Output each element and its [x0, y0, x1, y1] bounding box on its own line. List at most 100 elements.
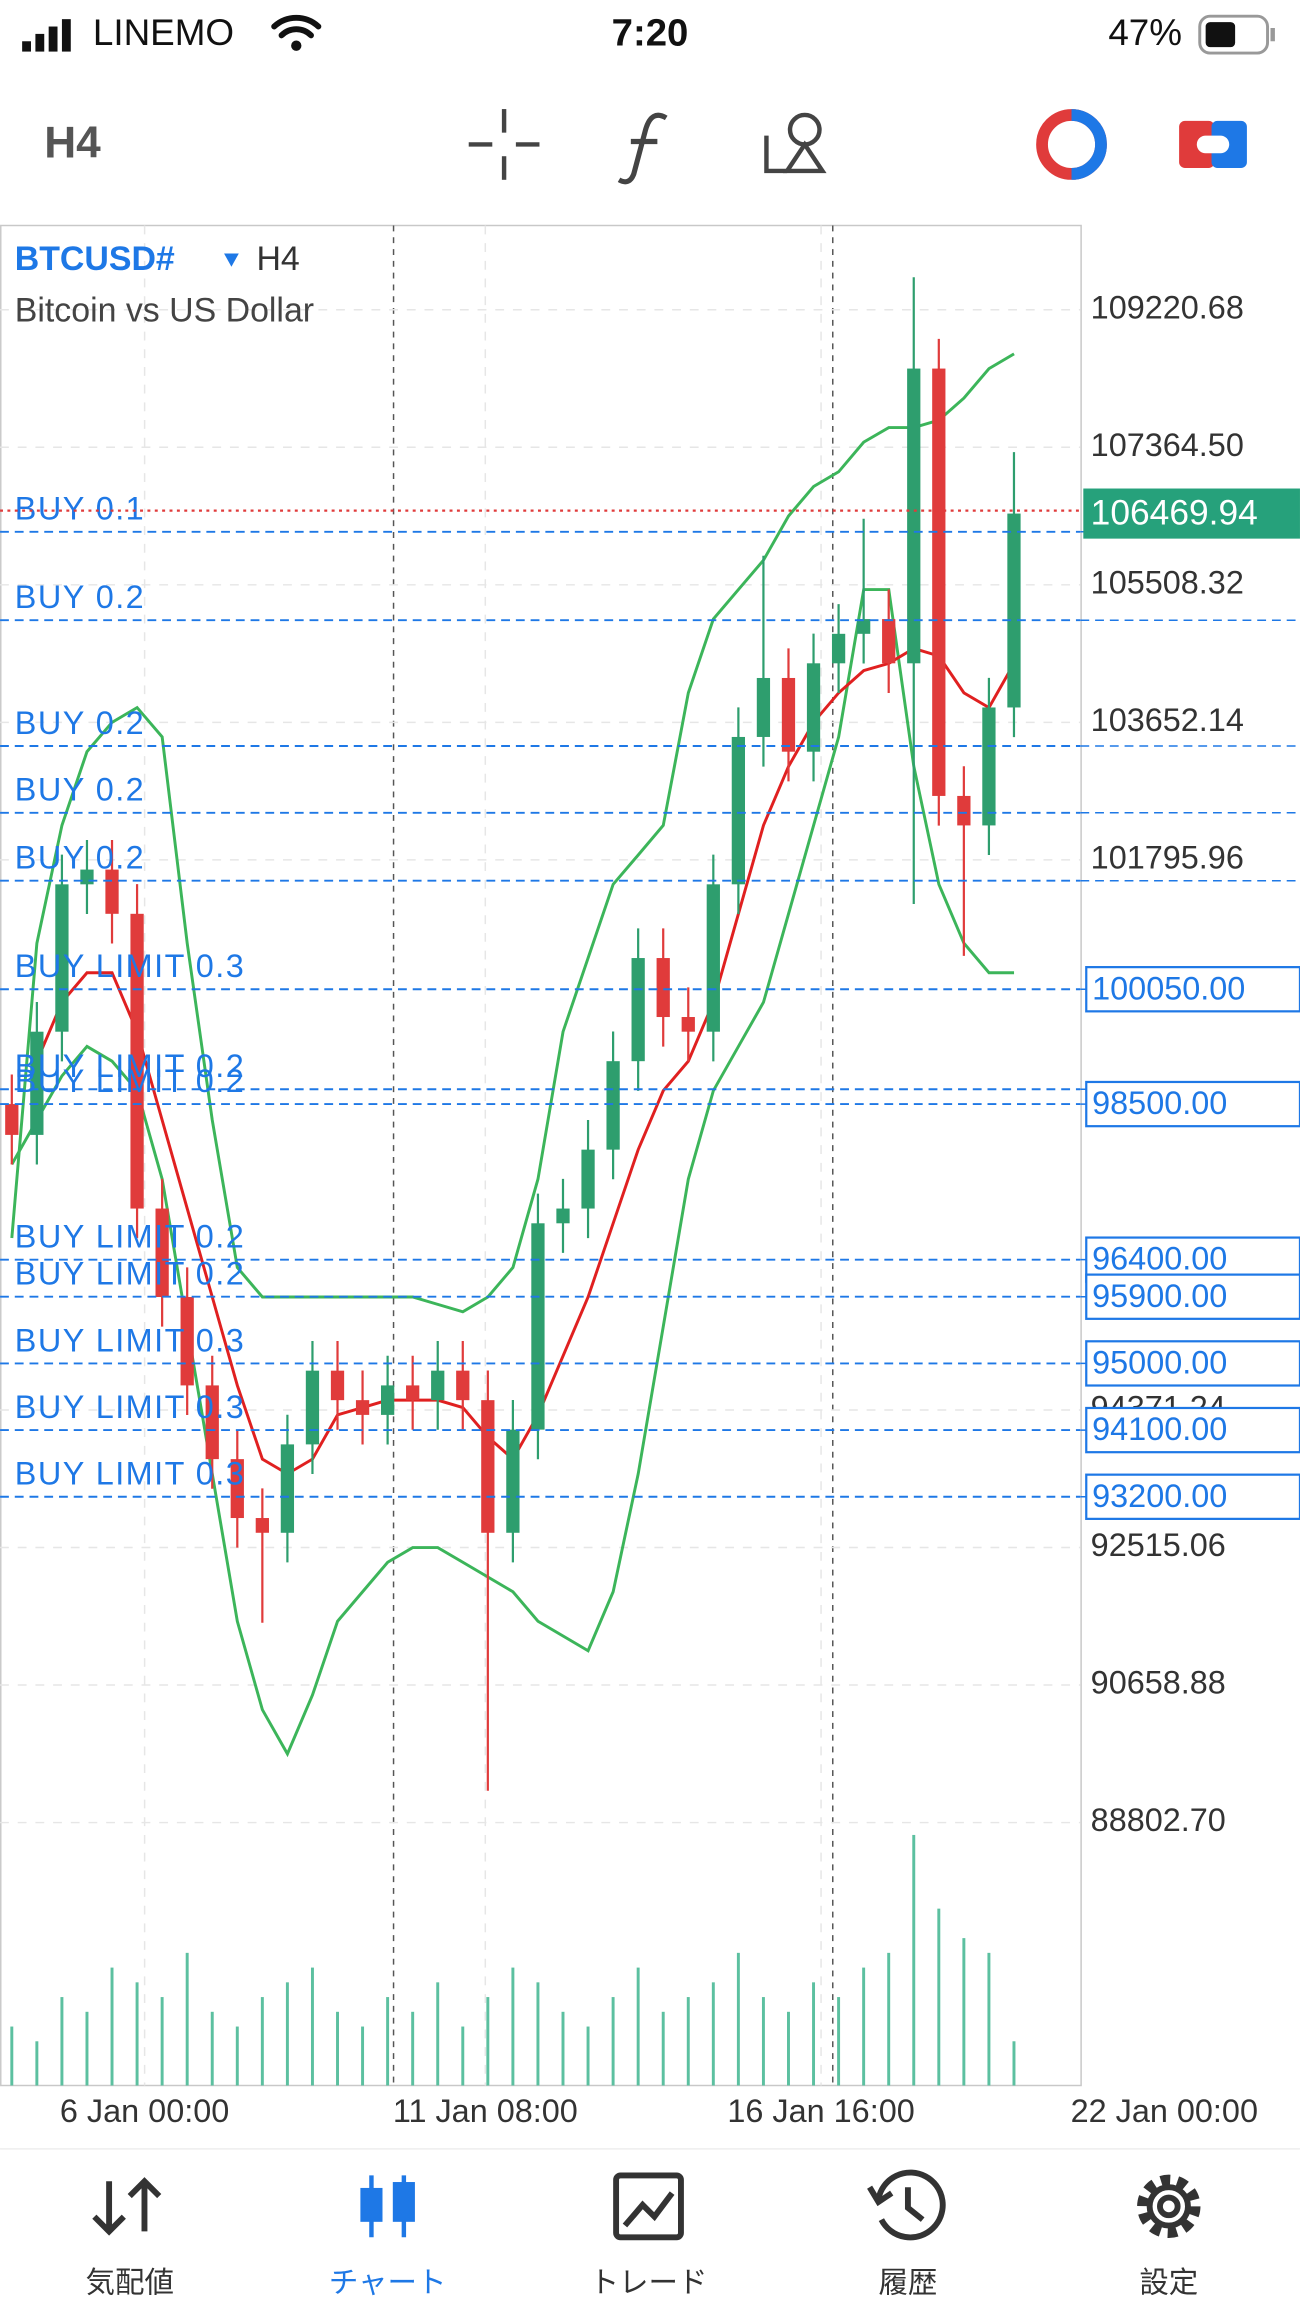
- order-price-label: 96400.00: [1092, 1241, 1227, 1277]
- battery-level: [1205, 22, 1236, 48]
- chart-icon[interactable]: [360, 2175, 415, 2238]
- volume-bar: [837, 1997, 841, 2086]
- objects-icon[interactable]: [764, 112, 827, 174]
- x-tick-label: 11 Jan 08:00: [393, 2093, 578, 2129]
- order-price-label: 95900.00: [1092, 1278, 1227, 1314]
- volume-bar: [135, 1982, 139, 2086]
- volume-bar: [411, 2011, 415, 2086]
- order-label: BUY 0.2: [15, 705, 145, 741]
- volume-bar: [361, 2026, 365, 2086]
- volume-bar: [761, 1997, 765, 2086]
- volume-bar: [561, 2011, 565, 2086]
- candle-body: [55, 884, 69, 1032]
- order-price-label: 98500.00: [1092, 1085, 1227, 1121]
- candle-body: [230, 1459, 244, 1519]
- candle-body: [957, 795, 971, 826]
- order-label: BUY LIMIT 0.3: [15, 948, 245, 984]
- price-axis: 109220.68 107364.50 105508.32 103652.14 1017…: [1080, 289, 1300, 1838]
- x-tick-label: 16 Jan 16:00: [727, 2093, 914, 2129]
- status-bar: LINEMO 7:20 47%: [22, 11, 1275, 55]
- volume-bar: [486, 1997, 490, 2086]
- volume-bar: [310, 1967, 314, 2086]
- timeframe-button[interactable]: H4: [44, 119, 101, 168]
- order-price-label: 93200.00: [1092, 1478, 1227, 1514]
- chart-frame: [0, 224, 1082, 2087]
- quotes-icon[interactable]: [92, 2177, 162, 2236]
- crosshair-icon[interactable]: [468, 109, 540, 180]
- volume-bar: [736, 1952, 740, 2086]
- order-price-box: [1085, 966, 1300, 1013]
- symbol[interactable]: BTCUSD#: [15, 240, 175, 278]
- toolbar: H4: [44, 109, 1247, 185]
- candle-body: [857, 619, 871, 634]
- legend-timeframe: H4: [256, 240, 299, 278]
- order-label: BUY LIMIT 0.2: [15, 1219, 245, 1255]
- nav-label[interactable]: 設定: [1139, 2266, 1198, 2299]
- volume-bar: [386, 1997, 390, 2086]
- candle-body: [481, 1400, 495, 1533]
- volume-bar: [711, 1982, 715, 2086]
- order-label: BUY LIMIT 0.3: [15, 1456, 245, 1492]
- volume-bar: [887, 1952, 891, 2086]
- bollinger-lower: [10, 588, 1015, 1758]
- volume-bar: [160, 1997, 164, 2086]
- moving-average: [35, 646, 1016, 1476]
- candle-body: [581, 1149, 595, 1209]
- candle-body: [631, 958, 645, 1062]
- volume-bar: [636, 1967, 640, 2086]
- indicator-icon[interactable]: [617, 112, 668, 185]
- candle-body: [1007, 513, 1021, 708]
- signal-bar: [61, 19, 71, 52]
- order-label: BUY 0.2: [15, 579, 145, 615]
- chart-legend: BTCUSD# H4 Bitcoin vs US Dollar: [15, 240, 314, 330]
- candle-body: [255, 1518, 269, 1533]
- volume-bar: [436, 1982, 440, 2086]
- candle-body: [806, 663, 821, 752]
- order-label: BUY LIMIT 0.3: [15, 1322, 245, 1358]
- signal-bar: [22, 41, 31, 52]
- volume-bar: [611, 1997, 615, 2086]
- symbol-dropdown[interactable]: [224, 253, 239, 267]
- candle-body: [5, 1104, 19, 1135]
- order-price-label: 100050.00: [1092, 970, 1245, 1006]
- volume-bar: [962, 1938, 966, 2086]
- nav-label[interactable]: 履歴: [878, 2266, 937, 2299]
- nav-label[interactable]: 気配値: [86, 2266, 174, 2299]
- volume-bar: [536, 1982, 540, 2086]
- battery-tip: [1270, 28, 1275, 42]
- y-tick-label: 103652.14: [1091, 702, 1244, 738]
- wifi-icon: [271, 14, 322, 39]
- nav-label[interactable]: チャート: [329, 2266, 447, 2299]
- volume-bar: [60, 1997, 64, 2086]
- candle-body: [731, 736, 746, 885]
- order-label: BUY LIMIT 0.2: [15, 1048, 245, 1084]
- candle-body: [982, 707, 996, 826]
- candle-body: [606, 1061, 620, 1150]
- current-price-box: [1083, 488, 1300, 539]
- volume-bar: [862, 1967, 866, 2086]
- candle-body: [706, 884, 720, 1032]
- symbol-description: Bitcoin vs US Dollar: [15, 291, 314, 329]
- candle-body: [380, 1385, 395, 1415]
- history-icon[interactable]: [867, 2169, 946, 2241]
- nav-label[interactable]: トレード: [590, 2266, 708, 2299]
- volume-bar: [85, 2011, 89, 2086]
- current-price-label: 106469.94: [1091, 493, 1258, 532]
- account-icon[interactable]: [1036, 109, 1107, 180]
- x-tick-label: 6 Jan 00:00: [60, 2093, 229, 2129]
- volume-bar: [787, 2011, 790, 2086]
- volume-bar: [461, 2026, 465, 2086]
- trade-nav-icon[interactable]: [613, 2172, 684, 2241]
- order-price-box: [1085, 1080, 1300, 1128]
- order-label: BUY LIMIT 0.3: [15, 1389, 245, 1425]
- signal-bar: [48, 26, 58, 52]
- volume-bar: [812, 1982, 816, 2086]
- y-tick-label: 101795.96: [1091, 839, 1244, 875]
- bottom-nav: 気配値 チャート トレード 履歴 設定: [0, 2148, 1300, 2299]
- signal-bar: [35, 33, 45, 52]
- order-price-box: [1085, 1406, 1300, 1454]
- trade-icon[interactable]: [1179, 120, 1247, 169]
- settings-icon[interactable]: [1137, 2174, 1201, 2239]
